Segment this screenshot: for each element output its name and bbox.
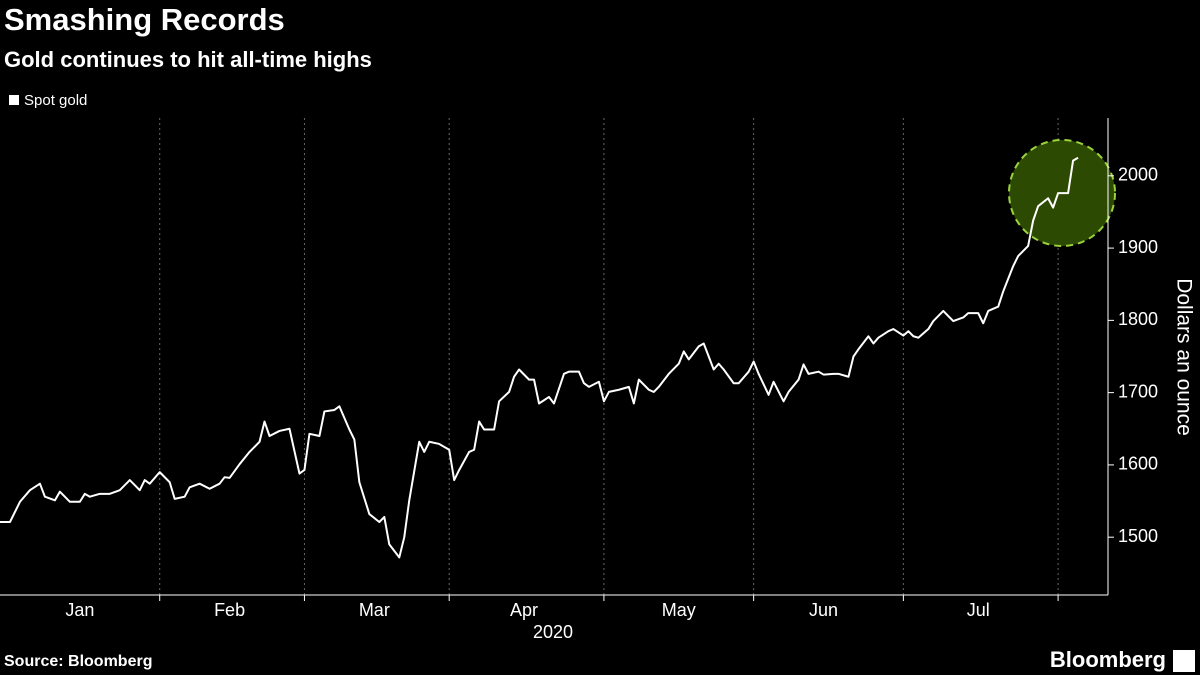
x-tick-label: Jan bbox=[65, 600, 94, 620]
y-tick-label: 1600 bbox=[1118, 454, 1158, 474]
chart-title: Smashing Records bbox=[4, 2, 285, 37]
brand-icon bbox=[1173, 650, 1195, 672]
legend-label: Spot gold bbox=[24, 92, 87, 109]
y-tick-label: 1800 bbox=[1118, 309, 1158, 329]
chart-subtitle: Gold continues to hit all-time highs bbox=[4, 47, 372, 72]
x-tick-label: May bbox=[662, 600, 696, 620]
y-axis-label: Dollars an ounce bbox=[1172, 278, 1195, 436]
x-tick-label: Apr bbox=[510, 600, 538, 620]
y-tick-label: 1700 bbox=[1118, 381, 1158, 401]
x-tick-label: Jul bbox=[967, 600, 990, 620]
data-line bbox=[0, 156, 1079, 559]
x-tick-label: Feb bbox=[214, 600, 245, 620]
x-tick-label: Mar bbox=[359, 600, 390, 620]
y-tick-label: 1500 bbox=[1118, 526, 1158, 546]
source: Source: Bloomberg bbox=[4, 653, 152, 670]
legend-swatch bbox=[9, 95, 19, 105]
y-tick-label: 1900 bbox=[1118, 237, 1158, 257]
brand: Bloomberg bbox=[1050, 647, 1166, 672]
y-tick-label: 2000 bbox=[1118, 165, 1158, 185]
x-axis-label: 2020 bbox=[533, 622, 573, 642]
x-tick-label: Jun bbox=[809, 600, 838, 620]
